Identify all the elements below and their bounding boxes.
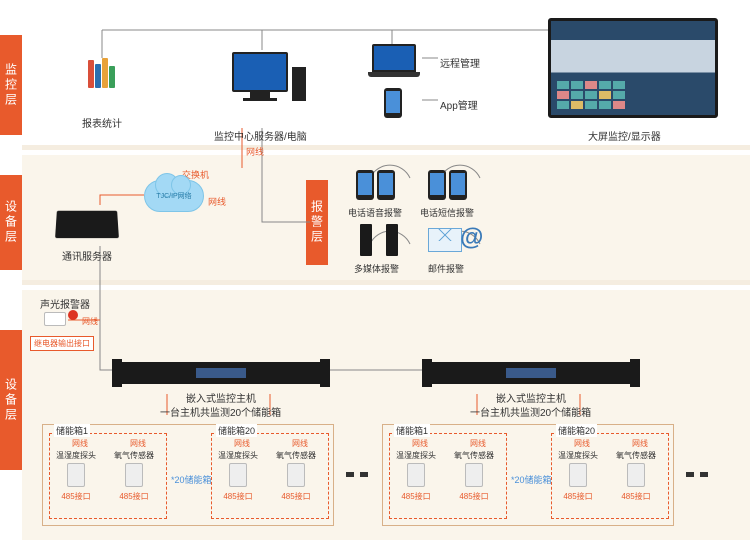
more-label: *20储能箱: [171, 473, 212, 486]
cable-label-3: 网线: [82, 316, 98, 327]
nline: 网线: [574, 438, 590, 449]
at-icon: @: [460, 224, 483, 252]
cloud-icon: TJC/IP网络: [144, 180, 204, 212]
nline: 网线: [470, 438, 486, 449]
nline: 网线: [72, 438, 88, 449]
layer-alert: 报警层: [306, 180, 328, 265]
host-label-2: 嵌入式监控主机: [496, 390, 566, 405]
storage-group-1: 储能箱1 网线 网线 温湿度探头485接口 氧气传感器485接口 *20储能箱 …: [42, 424, 334, 526]
more-label-b: *20储能箱: [511, 473, 552, 486]
dots: [686, 472, 694, 477]
storage-box-1b: 储能箱1 网线 网线 温湿度探头485接口 氧气传感器485接口: [389, 433, 507, 519]
phone-sms-icon: [428, 170, 467, 200]
cloud-text: TJC/IP网络: [156, 191, 191, 201]
oxy-sensor: 氧气传感器485接口: [616, 450, 656, 502]
envelope-icon: [428, 228, 462, 252]
comm-label: 通讯服务器: [62, 248, 112, 263]
rack-1: [116, 362, 326, 384]
dots: [360, 472, 368, 477]
host-label-1: 嵌入式监控主机: [186, 390, 256, 405]
storage-group-2: 储能箱1 网线 网线 温湿度探头485接口 氧气传感器485接口 *20储能箱 …: [382, 424, 674, 526]
mail-label: 邮件报警: [428, 262, 464, 275]
laptop-icon: [372, 44, 420, 77]
nline: 网线: [412, 438, 428, 449]
oxy-sensor: 氧气传感器485接口: [114, 450, 154, 502]
voice-label: 电话语音报警: [348, 206, 402, 219]
bigscreen-label: 大屏监控/显示器: [588, 128, 661, 143]
report-label: 报表统计: [82, 115, 122, 130]
relay-label: 继电器输出接口: [30, 336, 94, 351]
layer-device1: 设备层: [0, 175, 22, 270]
layer-device2: 设备层: [0, 330, 22, 470]
media-label: 多媒体报警: [354, 262, 399, 275]
layer-monitor: 监控层: [0, 35, 22, 135]
box20-title-b: 储能箱20: [556, 424, 597, 437]
box1-title-b: 储能箱1: [394, 424, 430, 437]
phone-app-icon: [384, 88, 402, 118]
sms-label: 电话短信报警: [420, 206, 474, 219]
oxy-sensor: 氧气传感器485接口: [454, 450, 494, 502]
comm-server-icon: [55, 211, 119, 238]
temp-sensor: 温湿度探头485接口: [218, 450, 258, 502]
box1-title: 储能箱1: [54, 424, 90, 437]
speakers-icon: [360, 224, 398, 256]
pc-icon: [232, 52, 288, 101]
rack-2: [426, 362, 636, 384]
cable-label: 网线: [246, 145, 264, 158]
books-icon: [88, 58, 115, 88]
nline: 网线: [234, 438, 250, 449]
alarm-icon: [44, 312, 78, 330]
nline: 网线: [292, 438, 308, 449]
temp-sensor: 温湿度探头485接口: [396, 450, 436, 502]
alarm-label: 声光报警器: [40, 296, 90, 311]
big-monitor: [548, 18, 718, 118]
host-note-2: 一台主机共监测20个储能箱: [470, 404, 591, 419]
temp-sensor: 温湿度探头485接口: [56, 450, 96, 502]
nline: 网线: [130, 438, 146, 449]
divider: [22, 280, 750, 285]
storage-box-20b: 储能箱20 网线 网线 温湿度探头485接口 氧气传感器485接口: [551, 433, 669, 519]
dots: [346, 472, 354, 477]
cable-label-2: 网线: [208, 195, 226, 208]
box20-title: 储能箱20: [216, 424, 257, 437]
dots: [700, 472, 708, 477]
storage-box-20: 储能箱20 网线 网线 温湿度探头485接口 氧气传感器485接口: [211, 433, 329, 519]
storage-box-1: 储能箱1 网线 网线 温湿度探头485接口 氧气传感器485接口: [49, 433, 167, 519]
temp-sensor: 温湿度探头485接口: [558, 450, 598, 502]
divider: [22, 145, 750, 150]
phone-voice-icon: [356, 170, 395, 200]
remote-label: 远程管理: [440, 55, 480, 70]
host-note-1: 一台主机共监测20个储能箱: [160, 404, 281, 419]
oxy-sensor: 氧气传感器485接口: [276, 450, 316, 502]
nline: 网线: [632, 438, 648, 449]
server-label: 监控中心服务器/电脑: [214, 128, 307, 143]
app-label: App管理: [440, 97, 478, 112]
